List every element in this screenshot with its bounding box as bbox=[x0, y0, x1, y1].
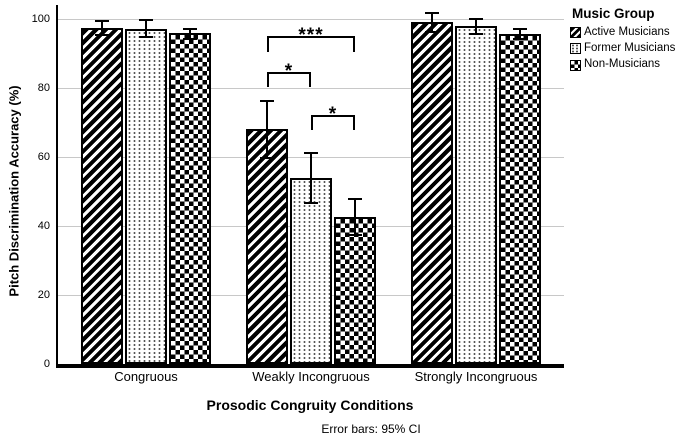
gridline-100 bbox=[58, 19, 564, 20]
error-bar-cap-bottom bbox=[425, 31, 439, 33]
error-bars-caption: Error bars: 95% CI bbox=[321, 422, 421, 436]
bar-active-musicians-0 bbox=[81, 28, 123, 364]
error-bar-cap-top bbox=[139, 19, 153, 21]
legend-item: Former Musicians bbox=[570, 42, 675, 55]
significance-label: * bbox=[328, 104, 338, 125]
legend-title: Music Group bbox=[572, 6, 655, 21]
dots-swatch-icon bbox=[570, 43, 581, 55]
error-bar-cap-top bbox=[95, 20, 109, 22]
x-axis-title: Prosodic Congruity Conditions bbox=[206, 397, 414, 413]
error-bar-cap-bottom bbox=[260, 157, 274, 159]
diagonal-stripes-swatch-icon bbox=[570, 27, 581, 39]
error-bar-line bbox=[431, 12, 433, 33]
error-bar-line bbox=[475, 18, 477, 35]
error-bar bbox=[348, 198, 362, 236]
significance-bracket: *** bbox=[267, 26, 355, 52]
x-category-label-1: Weakly Incongruous bbox=[252, 369, 370, 384]
bar-non-musicians-1 bbox=[334, 217, 376, 364]
error-bar-line bbox=[101, 20, 103, 36]
legend-item-label: Former Musicians bbox=[584, 42, 676, 55]
y-tick-label: 100 bbox=[31, 13, 50, 25]
error-bar-cap-bottom bbox=[348, 234, 362, 236]
error-bar-cap-bottom bbox=[304, 202, 318, 204]
checkerboard-swatch-icon bbox=[570, 59, 581, 71]
error-bar-cap-bottom bbox=[469, 33, 483, 35]
significance-bracket: * bbox=[267, 62, 311, 87]
bar-active-musicians-1 bbox=[246, 129, 288, 364]
error-bar-cap-top bbox=[513, 28, 527, 30]
legend-items: Active Musicians Former Musicians Non-Musi… bbox=[570, 26, 675, 72]
bar-active-musicians-2 bbox=[411, 22, 453, 364]
legend: Music Group Active Musicians Former Music… bbox=[570, 6, 675, 75]
bar-non-musicians-0 bbox=[169, 33, 211, 364]
x-category-label-0: Congruous bbox=[114, 369, 178, 384]
error-bar-cap-top bbox=[469, 18, 483, 20]
y-tick-label: 20 bbox=[37, 289, 50, 301]
error-bar-cap-top bbox=[183, 28, 197, 30]
x-category-label-2: Strongly Incongruous bbox=[414, 369, 538, 384]
error-bar-cap-top bbox=[260, 100, 274, 102]
legend-item: Non-Musicians bbox=[570, 58, 675, 71]
error-bar bbox=[139, 19, 153, 38]
y-tick-label: 60 bbox=[37, 151, 50, 163]
bar-former-musicians-0 bbox=[125, 29, 167, 364]
bar-former-musicians-2 bbox=[455, 26, 497, 364]
error-bar bbox=[425, 12, 439, 33]
error-bar-line bbox=[145, 19, 147, 38]
y-tick-label: 0 bbox=[43, 358, 50, 370]
error-bar bbox=[469, 18, 483, 35]
legend-item-label: Non-Musicians bbox=[584, 58, 661, 71]
error-bar bbox=[95, 20, 109, 36]
y-tick-label: 80 bbox=[37, 82, 50, 94]
error-bar bbox=[304, 152, 318, 204]
error-bar-cap-bottom bbox=[95, 34, 109, 36]
bar-former-musicians-1 bbox=[290, 178, 332, 364]
error-bar-cap-bottom bbox=[513, 38, 527, 40]
error-bar-line bbox=[266, 100, 268, 159]
error-bar-line bbox=[189, 28, 191, 40]
error-bar bbox=[260, 100, 274, 159]
y-axis-title: Pitch Discrimination Accuracy (%) bbox=[6, 85, 22, 297]
plot-area: *** * * bbox=[56, 5, 564, 368]
error-bar-cap-top bbox=[425, 12, 439, 14]
significance-label: * bbox=[284, 61, 294, 82]
error-bar-line bbox=[519, 28, 521, 40]
significance-label: *** bbox=[298, 25, 324, 46]
error-bar-cap-bottom bbox=[139, 36, 153, 38]
error-bar-cap-bottom bbox=[183, 38, 197, 40]
legend-item: Active Musicians bbox=[570, 26, 675, 39]
gridline-80 bbox=[58, 88, 564, 89]
error-bar-line bbox=[310, 152, 312, 204]
error-bar bbox=[183, 28, 197, 40]
legend-item-label: Active Musicians bbox=[584, 26, 670, 38]
error-bar bbox=[513, 28, 527, 40]
bar-non-musicians-2 bbox=[499, 34, 541, 364]
error-bar-cap-top bbox=[304, 152, 318, 154]
y-tick-label: 40 bbox=[37, 220, 50, 232]
significance-bracket: * bbox=[311, 105, 355, 130]
error-bar-line bbox=[354, 198, 356, 236]
error-bar-cap-top bbox=[348, 198, 362, 200]
